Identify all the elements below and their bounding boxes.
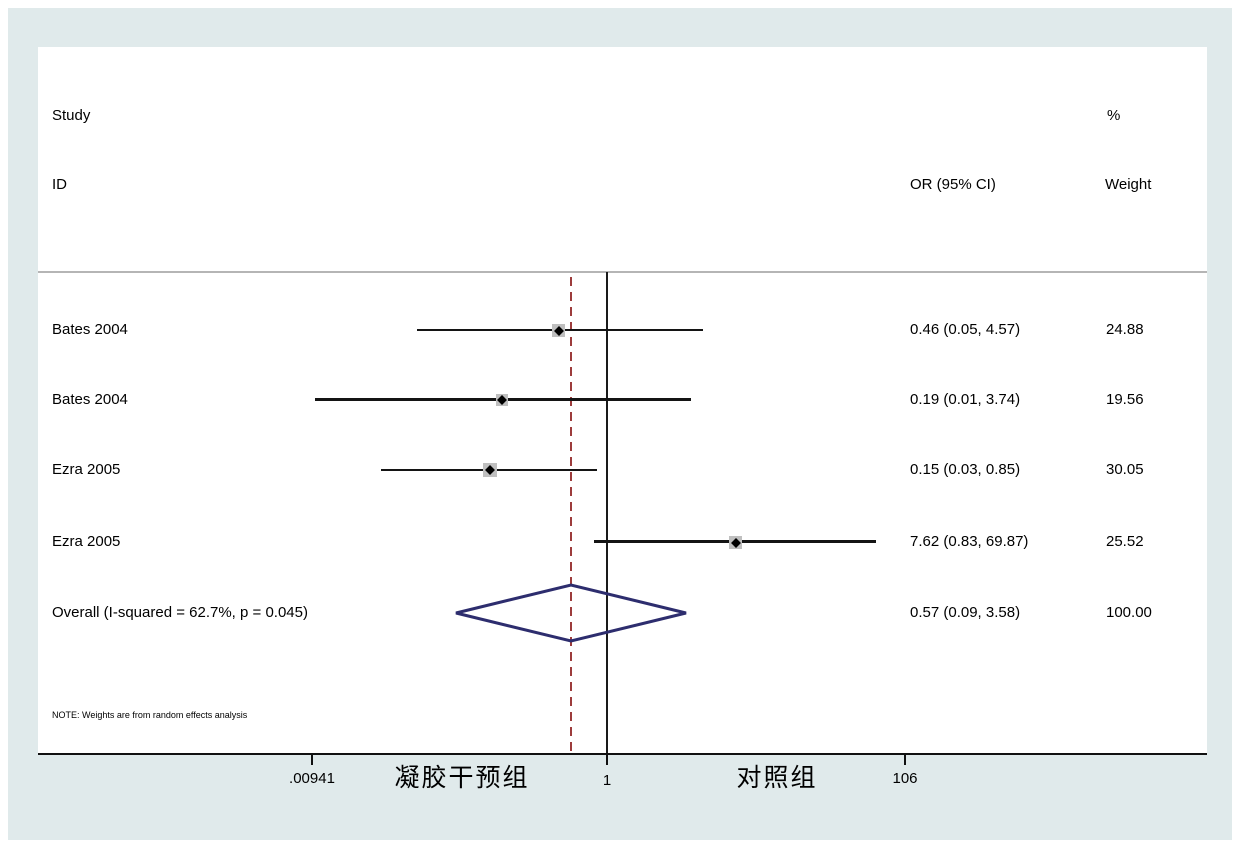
effect-value: 7.62 (0.83, 69.87) [910, 533, 1029, 550]
null-effect-line [606, 272, 608, 754]
x-tick-label-00941: ​.00941 [289, 770, 335, 787]
effect-point [730, 537, 741, 548]
effect-value: 0.19 (0.01, 3.74) [910, 391, 1021, 408]
effect-value: 0.46 (0.05, 4.57) [910, 321, 1021, 338]
effect-marker [729, 536, 742, 549]
column-header-percent: % [1107, 107, 1121, 124]
weights-note: NOTE: Weights are from random effects an… [52, 710, 248, 720]
weight-value: 19.56 [1106, 391, 1144, 408]
x-tick-1 [606, 754, 608, 765]
x-tick-label-106: 106 [892, 770, 918, 787]
x-tick-label-1: 1 [602, 772, 612, 789]
column-header-or-ci: OR (95% CI) [910, 176, 996, 193]
left-region-label-gel-intervention-group: 凝胶干预组 [394, 764, 530, 792]
x-axis-line [38, 753, 1207, 755]
study-label: Ezra 2005 [52, 533, 121, 550]
weight-value: 24.88 [1106, 321, 1144, 338]
overall-label: Overall (I-squared = 62.7%, p = 0.045) [52, 604, 308, 621]
column-header-study: Study [52, 107, 91, 124]
column-header-weight: Weight [1105, 176, 1152, 193]
effect-point [497, 395, 507, 405]
study-label: Bates 2004 [52, 321, 128, 338]
effect-marker [496, 394, 508, 406]
header-separator-line [38, 271, 1207, 273]
effect-value: 0.15 (0.03, 0.85) [910, 461, 1021, 478]
effect-point [553, 325, 564, 336]
effect-point [485, 465, 495, 475]
overall-weight-value: 100.00 [1106, 604, 1152, 621]
right-region-label-control-group: 对照组 [736, 764, 818, 792]
overall-effect-value: 0.57 (0.09, 3.58) [910, 604, 1021, 621]
weight-value: 30.05 [1106, 461, 1144, 478]
column-header-id: ID [52, 176, 67, 193]
study-label: Ezra 2005 [52, 461, 121, 478]
effect-marker [483, 463, 497, 477]
study-label: Bates 2004 [52, 391, 128, 408]
weight-value: 25.52 [1106, 533, 1144, 550]
x-tick-00941 [311, 754, 313, 765]
x-tick-106 [904, 754, 906, 765]
effect-marker [552, 324, 565, 337]
